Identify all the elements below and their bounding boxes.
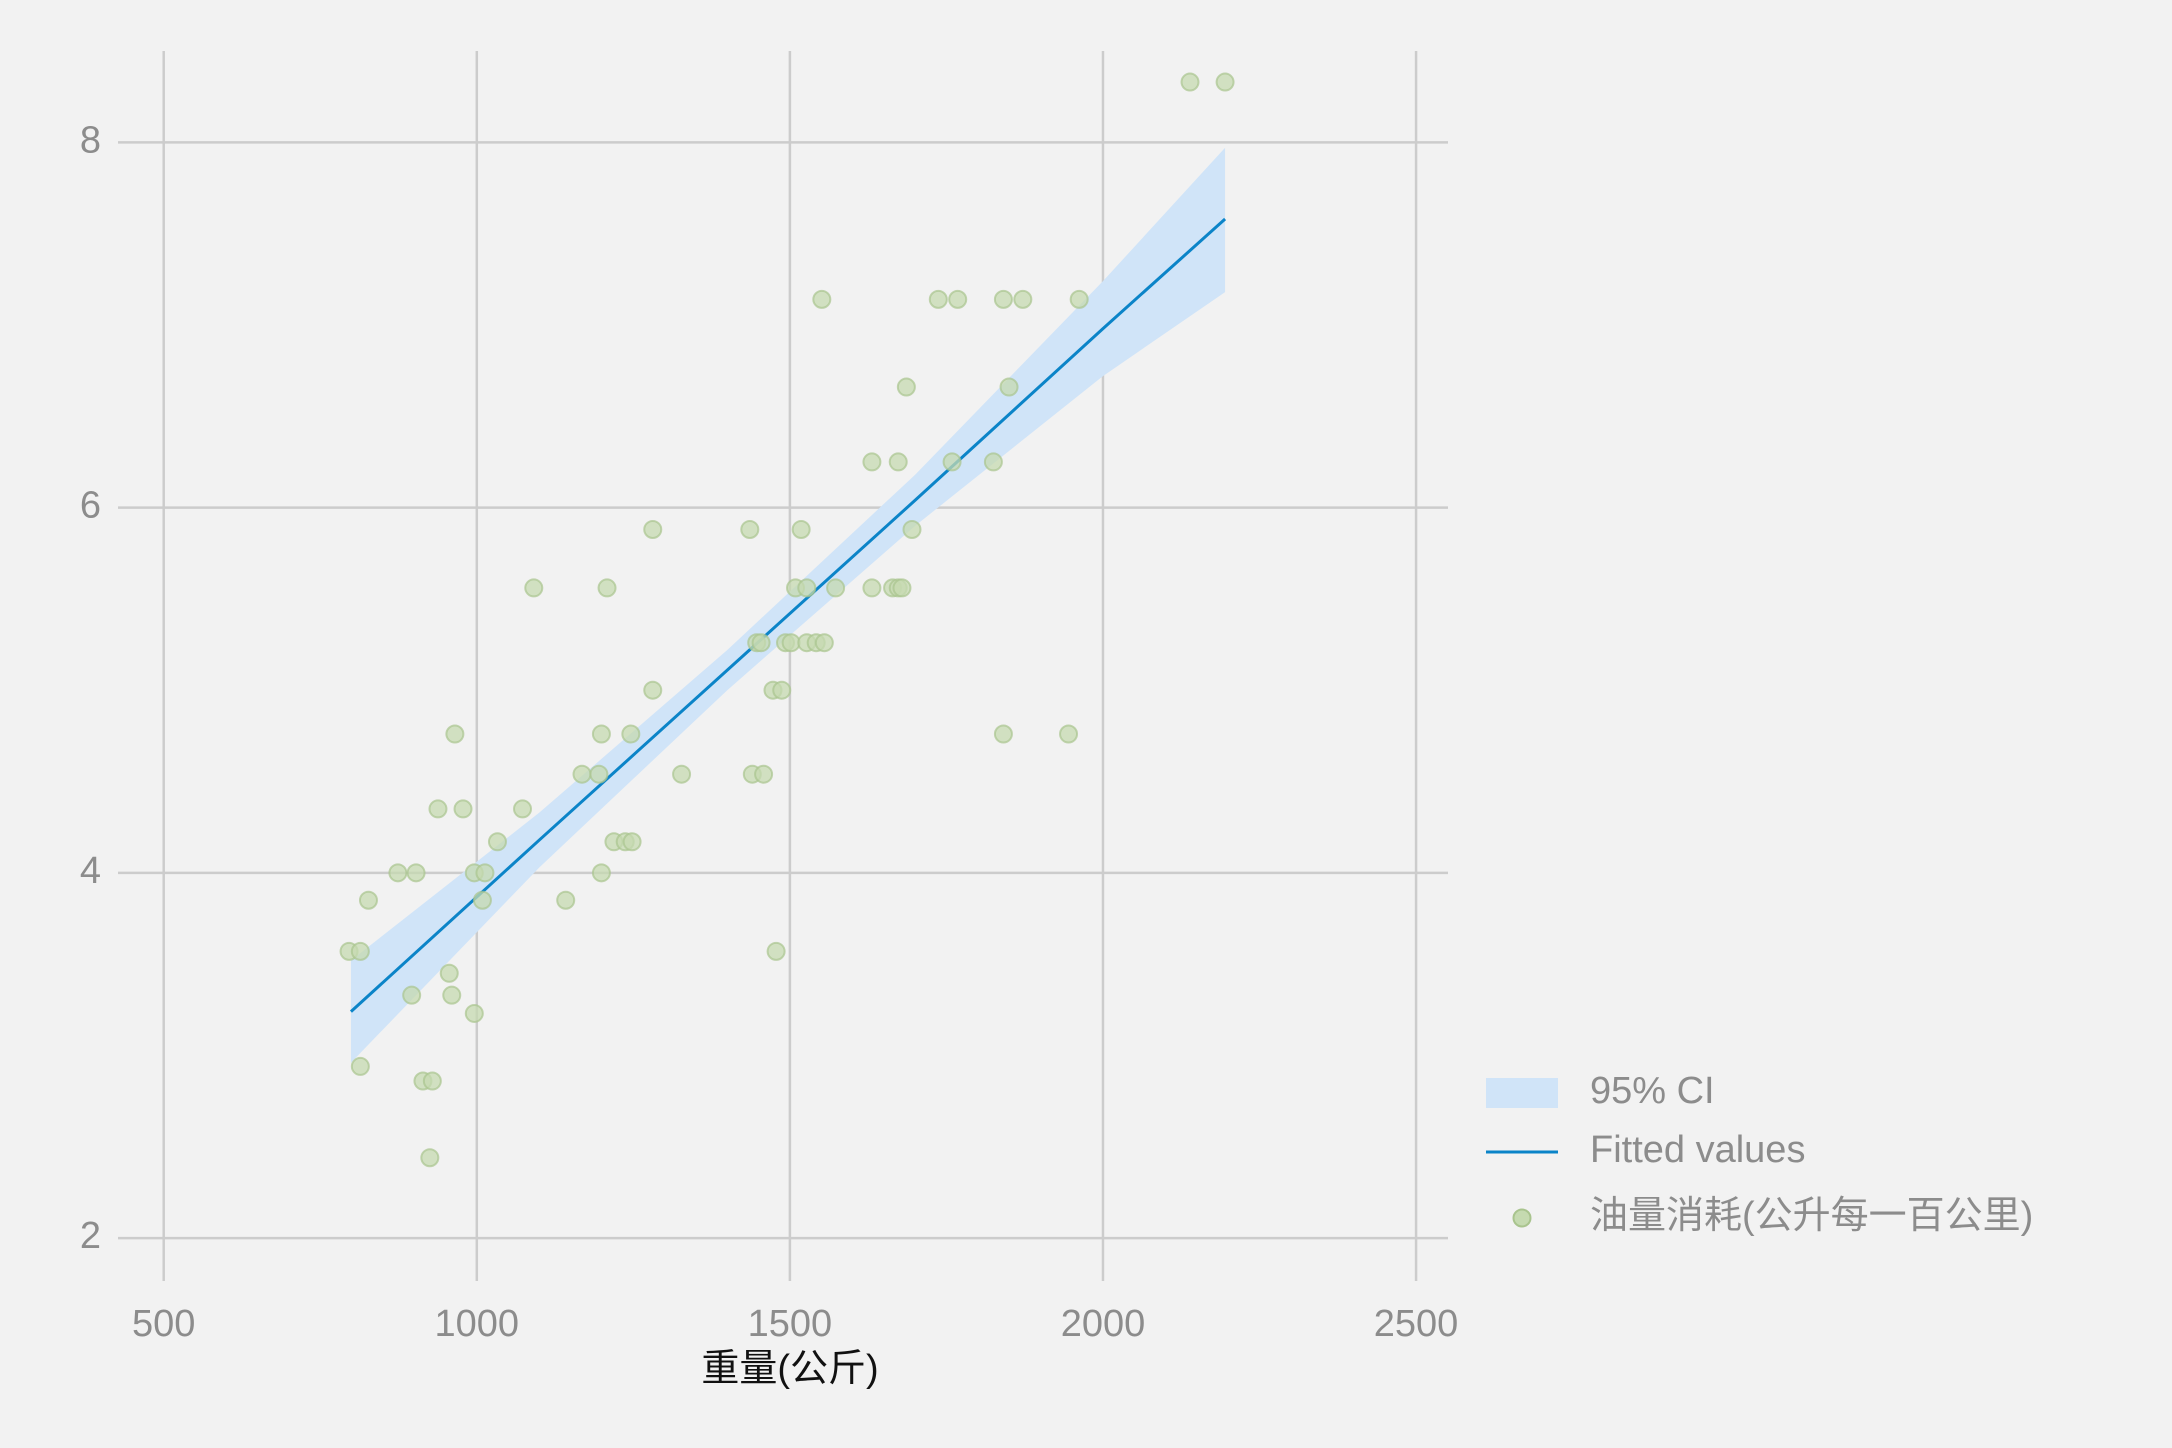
data-point: [672, 764, 692, 784]
data-point: [896, 377, 916, 397]
data-point: [622, 832, 642, 852]
data-point: [892, 578, 912, 598]
y-tick-label: 2: [80, 1215, 101, 1257]
data-point: [766, 941, 786, 961]
data-point: [591, 724, 611, 744]
data-point: [591, 863, 611, 883]
data-point: [862, 578, 882, 598]
data-point: [350, 1056, 370, 1076]
data-point: [740, 519, 760, 539]
data-point: [556, 890, 576, 910]
data-point: [1069, 289, 1089, 309]
data-point: [948, 289, 968, 309]
data-point: [442, 985, 462, 1005]
x-tick-label: 1000: [435, 1303, 520, 1345]
data-point: [420, 1148, 440, 1168]
data-point: [781, 633, 801, 653]
x-tick-label: 500: [132, 1303, 195, 1345]
data-point: [472, 890, 492, 910]
data-point: [862, 452, 882, 472]
data-point: [402, 985, 422, 1005]
data-point: [597, 578, 617, 598]
data-point: [487, 832, 507, 852]
data-point: [439, 963, 459, 983]
data-point: [422, 1071, 442, 1091]
legend-label: 油量消耗(公升每一百公里): [1590, 1195, 2033, 1237]
data-point: [350, 941, 370, 961]
data-point: [814, 633, 834, 653]
data-point: [358, 890, 378, 910]
data-point: [942, 452, 962, 472]
data-point: [993, 289, 1013, 309]
data-point: [589, 764, 609, 784]
data-point: [797, 578, 817, 598]
x-tick-label: 1500: [748, 1303, 833, 1345]
data-point: [812, 289, 832, 309]
data-point: [983, 452, 1003, 472]
data-point: [524, 578, 544, 598]
data-point: [388, 863, 408, 883]
data-point: [643, 519, 663, 539]
legend-swatch: [1512, 1208, 1532, 1228]
data-point: [888, 452, 908, 472]
data-point: [1180, 72, 1200, 92]
data-point: [826, 578, 846, 598]
data-point: [1059, 724, 1079, 744]
data-point: [999, 377, 1019, 397]
data-point: [902, 519, 922, 539]
data-point: [453, 799, 473, 819]
x-tick-label: 2500: [1374, 1303, 1459, 1345]
legend-swatch: [1486, 1078, 1558, 1108]
x-tick-label: 2000: [1061, 1303, 1146, 1345]
ci-band: [350, 147, 1226, 1063]
x-axis-label: 重量(公斤): [701, 1348, 878, 1390]
data-point: [1013, 289, 1033, 309]
legend-label: 95% CI: [1590, 1070, 1715, 1112]
y-tick-label: 4: [80, 850, 101, 892]
fit-line: [349, 217, 1227, 1013]
data-point: [791, 519, 811, 539]
data-point: [751, 633, 771, 653]
y-tick-label: 6: [80, 485, 101, 527]
data-point: [928, 289, 948, 309]
data-point: [475, 863, 495, 883]
data-point: [621, 724, 641, 744]
data-point: [572, 764, 592, 784]
legend-label: Fitted values: [1590, 1129, 1805, 1171]
data-point: [772, 680, 792, 700]
data-point: [754, 764, 774, 784]
data-point: [445, 724, 465, 744]
y-tick-label: 8: [80, 119, 101, 161]
data-point: [513, 799, 533, 819]
data-point: [643, 680, 663, 700]
data-point: [464, 1003, 484, 1023]
data-point: [406, 863, 426, 883]
data-point: [428, 799, 448, 819]
data-point: [1215, 72, 1235, 92]
data-point: [993, 724, 1013, 744]
